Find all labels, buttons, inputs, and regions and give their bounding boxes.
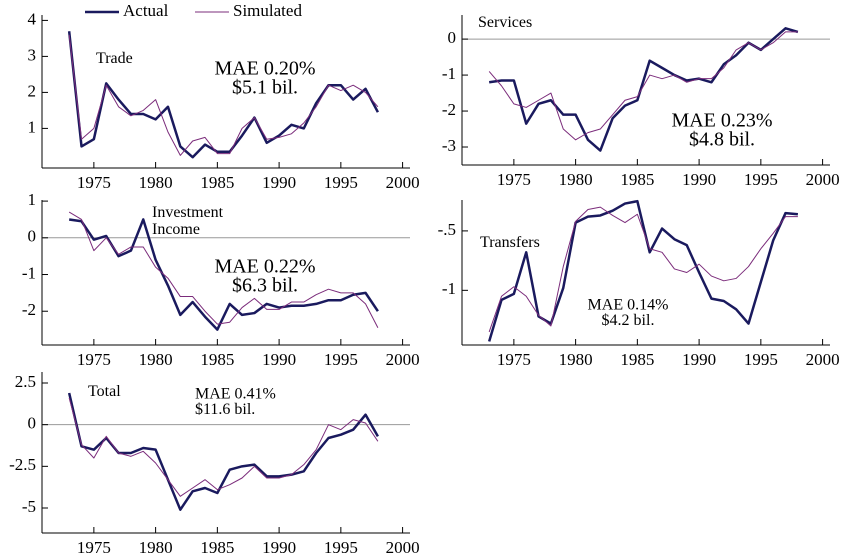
panel-title: Trade: [96, 50, 133, 67]
series-line: [68, 34, 379, 156]
x-tick-label: 2000: [386, 173, 420, 192]
y-tick-label: -1: [22, 263, 36, 282]
x-tick-label: 1980: [559, 350, 593, 369]
x-tick-label: 1980: [139, 350, 173, 369]
annotation: MAE 0.20%: [214, 58, 315, 80]
annotation: $4.2 bil.: [602, 312, 655, 329]
x-tick-label: 1995: [324, 538, 358, 555]
y-tick-label: -3: [442, 136, 456, 155]
y-tick-label: -.5: [438, 220, 456, 239]
x-tick-label: 1990: [682, 350, 716, 369]
x-tick-label: 1985: [620, 170, 654, 189]
x-tick-label: 1990: [262, 350, 296, 369]
y-tick-label: -2: [22, 300, 36, 319]
y-tick-label: -5: [22, 497, 36, 516]
y-tick-label: 0: [28, 227, 37, 246]
annotation: $11.6 bil.: [195, 401, 255, 418]
x-tick-label: 1980: [559, 170, 593, 189]
y-tick-label: -2: [442, 100, 456, 119]
series-line: [68, 397, 379, 497]
x-tick-label: 1990: [682, 170, 716, 189]
y-tick-label: -2.5: [9, 455, 36, 474]
annotation: MAE 0.22%: [214, 256, 315, 278]
y-tick-label: 1: [28, 190, 37, 209]
x-tick-label: 2000: [386, 350, 420, 369]
legend-label: Simulated: [233, 1, 302, 20]
annotation: $6.3 bil.: [232, 275, 298, 297]
series-line: [488, 27, 799, 152]
x-tick-label: 1980: [139, 173, 173, 192]
x-tick-label: 1975: [497, 170, 531, 189]
panel-title: Investment Income: [152, 204, 224, 238]
y-tick-label: 2: [28, 81, 37, 100]
annotation: MAE 0.41%: [195, 386, 276, 403]
panel-title: Transfers: [480, 234, 540, 251]
series-line: [488, 206, 798, 333]
x-tick-label: 1995: [324, 173, 358, 192]
annotation: MAE 0.14%: [588, 297, 669, 314]
series-line: [67, 392, 379, 511]
y-tick-label: 1: [28, 117, 37, 136]
series-line: [68, 211, 379, 328]
x-tick-label: 1975: [77, 350, 111, 369]
panel-title: Total: [88, 383, 121, 400]
x-tick-label: 1985: [200, 350, 234, 369]
x-tick-label: 2000: [386, 538, 420, 555]
y-tick-label: 4: [28, 9, 37, 28]
x-tick-label: 2000: [806, 170, 840, 189]
x-tick-label: 1985: [200, 173, 234, 192]
legend-label: Actual: [123, 1, 169, 20]
y-tick-label: -1: [442, 64, 456, 83]
x-tick-label: 1990: [262, 173, 296, 192]
x-tick-label: 1975: [77, 538, 111, 555]
x-tick-label: 1985: [200, 538, 234, 555]
x-tick-label: 1980: [139, 538, 173, 555]
x-tick-label: 1985: [620, 350, 654, 369]
y-tick-label: 0: [448, 28, 457, 47]
series-line: [488, 31, 798, 141]
y-tick-label: 3: [28, 45, 37, 64]
x-tick-label: 1975: [77, 173, 111, 192]
annotation: MAE 0.23%: [671, 110, 772, 132]
y-tick-label: 2.5: [15, 372, 36, 391]
y-tick-label: -1: [442, 279, 456, 298]
panel-title: Services: [478, 14, 533, 31]
annotation: $5.1 bil.: [232, 77, 298, 99]
x-tick-label: 2000: [806, 350, 840, 369]
series-line: [68, 218, 379, 331]
y-tick-label: 0: [28, 414, 37, 433]
x-tick-label: 1995: [324, 350, 358, 369]
x-tick-label: 1995: [744, 350, 778, 369]
x-tick-label: 1990: [262, 538, 296, 555]
x-tick-label: 1995: [744, 170, 778, 189]
annotation: $4.8 bil.: [689, 129, 755, 151]
x-tick-label: 1975: [497, 350, 531, 369]
